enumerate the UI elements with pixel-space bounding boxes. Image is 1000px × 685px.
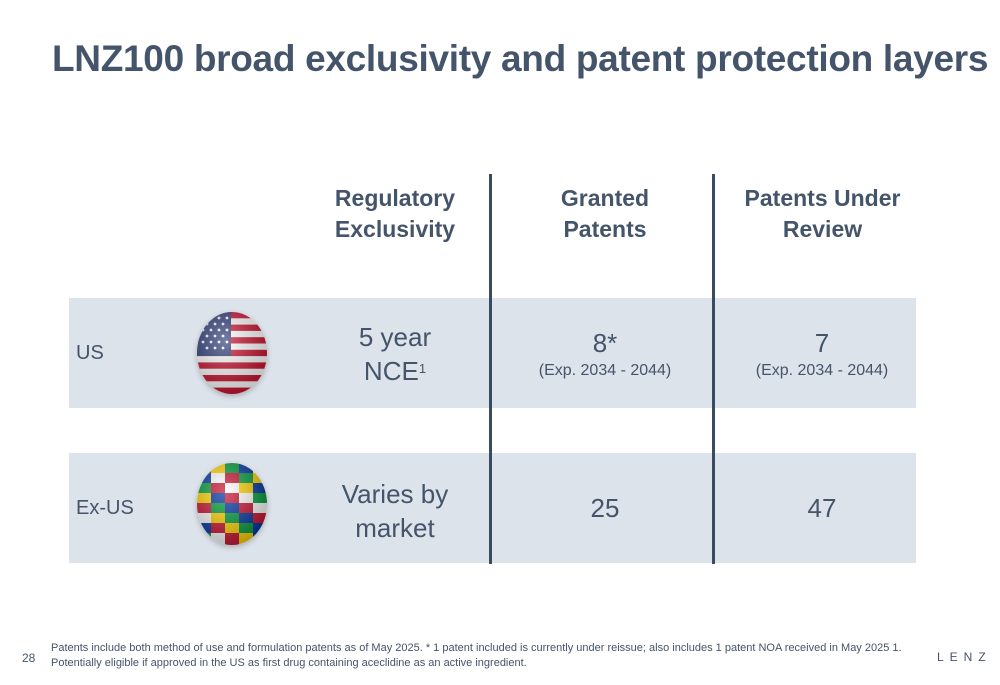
us-review-expiry: (Exp. 2034 - 2044) xyxy=(755,362,889,379)
us-granted-value: 8* xyxy=(592,328,618,358)
us-regulatory-nce: NCE xyxy=(363,356,419,386)
world-flags-globe-icon xyxy=(197,463,267,545)
us-regulatory-value: 5 year NCE1 xyxy=(314,320,476,388)
us-regulatory-line2: NCE1 xyxy=(314,354,476,388)
ex-us-regulatory-value: Varies by market xyxy=(314,477,476,545)
footnote: Patents include both method of use and f… xyxy=(51,642,902,669)
ex-us-regulatory-line1: Varies by xyxy=(341,479,449,509)
page-title: LNZ100 broad exclusivity and patent prot… xyxy=(52,38,989,79)
us-granted-cell: 8* (Exp. 2034 - 2044) xyxy=(520,326,690,382)
column-header-granted: Granted Patents xyxy=(560,185,650,242)
us-regulatory-line1: 5 year xyxy=(358,322,432,352)
us-review-value: 7 xyxy=(814,328,830,358)
ex-us-granted-value: 25 xyxy=(590,493,620,523)
page-number: 28 xyxy=(22,651,36,665)
region-label-us: US xyxy=(76,342,104,364)
lenz-logo: LENZ xyxy=(937,650,992,664)
column-header-regulatory: Regulatory Exclusivity xyxy=(334,185,456,242)
ex-us-regulatory-line2: market xyxy=(355,513,435,543)
column-divider xyxy=(712,174,715,564)
footnote-ref-1: 1 xyxy=(418,361,427,376)
column-divider xyxy=(489,174,492,564)
us-review-cell: 7 (Exp. 2034 - 2044) xyxy=(737,326,907,382)
region-label-ex-us: Ex-US xyxy=(76,497,134,519)
ex-us-review-value: 47 xyxy=(807,493,837,523)
column-header-review: Patents Under Review xyxy=(744,185,901,242)
us-flag-globe-icon xyxy=(197,312,267,394)
us-granted-expiry: (Exp. 2034 - 2044) xyxy=(538,362,672,379)
